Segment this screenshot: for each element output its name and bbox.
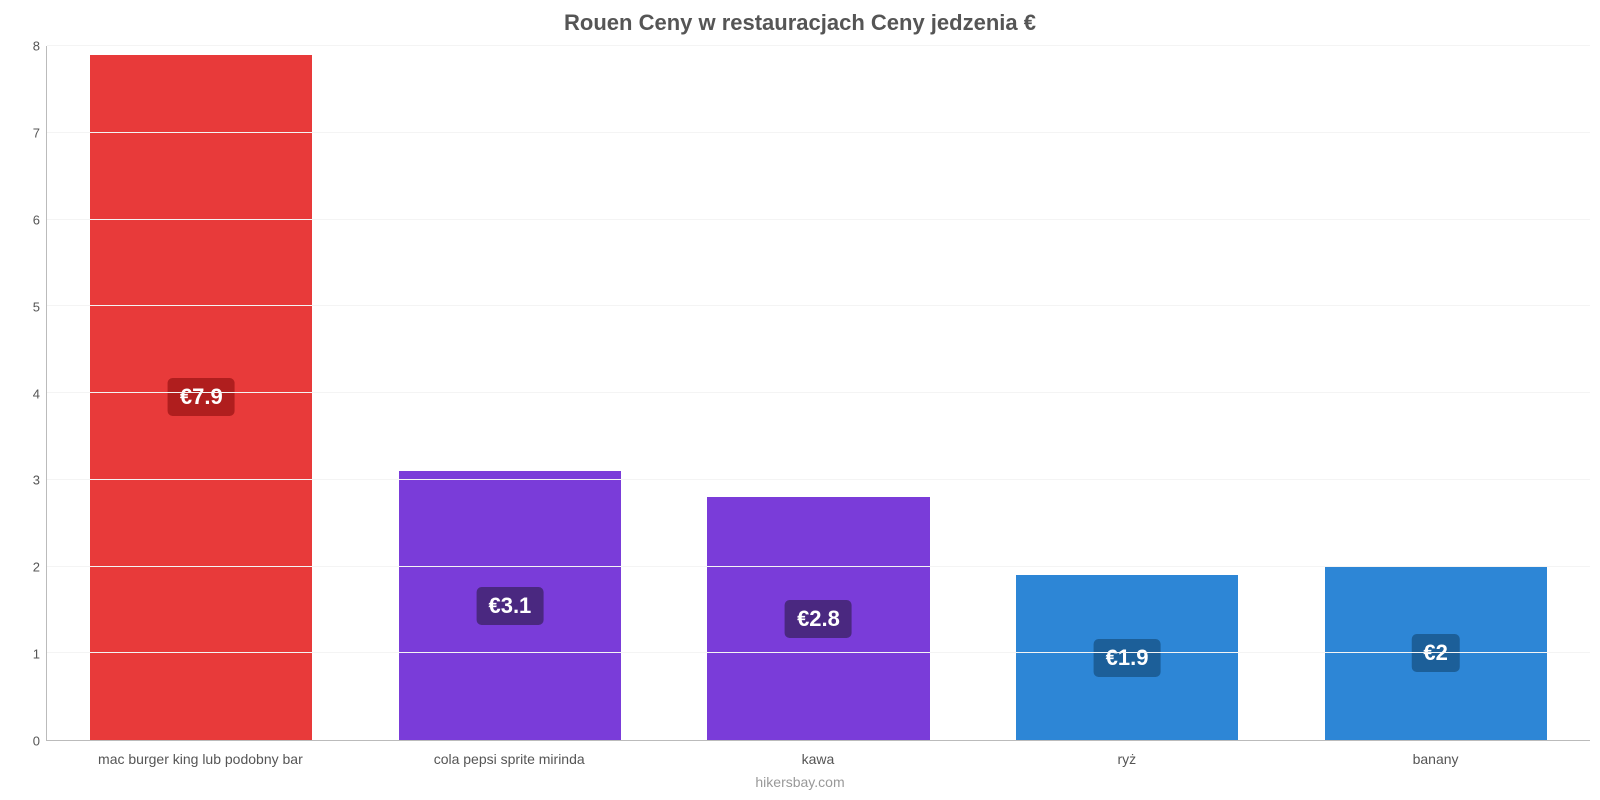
bar: €3.1 [399, 471, 621, 740]
bar-value-label: €2 [1411, 634, 1459, 672]
x-axis-label: ryż [972, 741, 1281, 771]
bar-slot: €2 [1281, 46, 1590, 740]
bar-slot: €2.8 [664, 46, 973, 740]
gridline [47, 392, 1590, 393]
y-tick: 5 [10, 299, 40, 314]
gridline [47, 566, 1590, 567]
x-axis-label: mac burger king lub podobny bar [46, 741, 355, 771]
y-tick: 3 [10, 473, 40, 488]
price-bar-chart: Rouen Ceny w restauracjach Ceny jedzenia… [0, 0, 1600, 800]
chart-title: Rouen Ceny w restauracjach Ceny jedzenia… [0, 0, 1600, 36]
y-tick: 6 [10, 212, 40, 227]
bar-value-label: €1.9 [1094, 639, 1161, 677]
bars-row: €7.9 €3.1 €2.8 €1.9 €2 [47, 46, 1590, 740]
plot-area: €7.9 €3.1 €2.8 €1.9 €2 [46, 46, 1590, 741]
bar-slot: €3.1 [356, 46, 665, 740]
chart-body: 012345678 €7.9€3.1€2.8€1.9€2 [0, 36, 1600, 741]
y-axis: 012345678 [10, 46, 46, 741]
gridline [47, 305, 1590, 306]
gridline [47, 652, 1590, 653]
bar-value-label: €3.1 [476, 587, 543, 625]
bar: €2 [1325, 567, 1547, 741]
y-tick: 0 [10, 734, 40, 749]
y-tick: 7 [10, 125, 40, 140]
bar: €1.9 [1016, 575, 1238, 740]
bar-value-label: €2.8 [785, 600, 852, 638]
bar-slot: €1.9 [973, 46, 1282, 740]
x-axis-labels: mac burger king lub podobny barcola peps… [0, 741, 1600, 771]
bar: €2.8 [707, 497, 929, 740]
gridline [47, 219, 1590, 220]
y-tick: 1 [10, 647, 40, 662]
y-tick: 2 [10, 560, 40, 575]
x-axis-label: cola pepsi sprite mirinda [355, 741, 664, 771]
y-tick: 8 [10, 39, 40, 54]
x-axis-label: banany [1281, 741, 1590, 771]
gridline [47, 45, 1590, 46]
bar-slot: €7.9 [47, 46, 356, 740]
chart-footer: hikersbay.com [0, 771, 1600, 800]
plot-wrap: €7.9 €3.1 €2.8 €1.9 €2 [46, 46, 1590, 741]
y-tick: 4 [10, 386, 40, 401]
bar: €7.9 [90, 55, 312, 740]
bar-value-label: €7.9 [168, 378, 235, 416]
gridline [47, 479, 1590, 480]
gridline [47, 132, 1590, 133]
x-axis-label: kawa [664, 741, 973, 771]
